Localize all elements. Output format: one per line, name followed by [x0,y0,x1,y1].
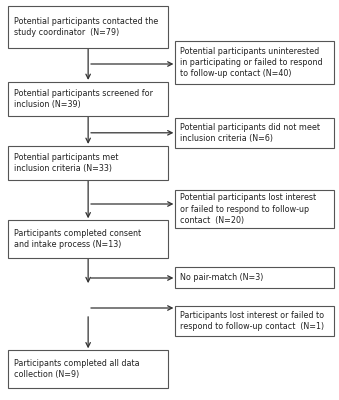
Text: Potential participants uninterested
in participating or failed to respond
to fol: Potential participants uninterested in p… [180,47,323,78]
FancyBboxPatch shape [8,350,168,388]
FancyBboxPatch shape [8,6,168,48]
FancyBboxPatch shape [8,220,168,258]
Text: Potential participants contacted the
study coordinator  (N=79): Potential participants contacted the stu… [14,17,159,37]
FancyBboxPatch shape [8,82,168,116]
Text: Participants completed consent
and intake process (N=13): Participants completed consent and intak… [14,229,141,249]
FancyBboxPatch shape [8,146,168,180]
FancyBboxPatch shape [175,267,334,288]
Text: Potential participants met
inclusion criteria (N=33): Potential participants met inclusion cri… [14,153,119,173]
Text: Potential participants did not meet
inclusion criteria (N=6): Potential participants did not meet incl… [180,123,320,143]
FancyBboxPatch shape [175,118,334,148]
Text: No pair-match (N=3): No pair-match (N=3) [180,273,264,282]
FancyBboxPatch shape [175,41,334,84]
FancyBboxPatch shape [175,190,334,228]
Text: Participants lost interest or failed to
respond to follow-up contact  (N=1): Participants lost interest or failed to … [180,311,324,331]
Text: Participants completed all data
collection (N=9): Participants completed all data collecti… [14,359,140,379]
FancyBboxPatch shape [175,306,334,336]
Text: Potential participants lost interest
or failed to respond to follow-up
contact  : Potential participants lost interest or … [180,194,317,225]
Text: Potential participants screened for
inclusion (N=39): Potential participants screened for incl… [14,89,153,109]
